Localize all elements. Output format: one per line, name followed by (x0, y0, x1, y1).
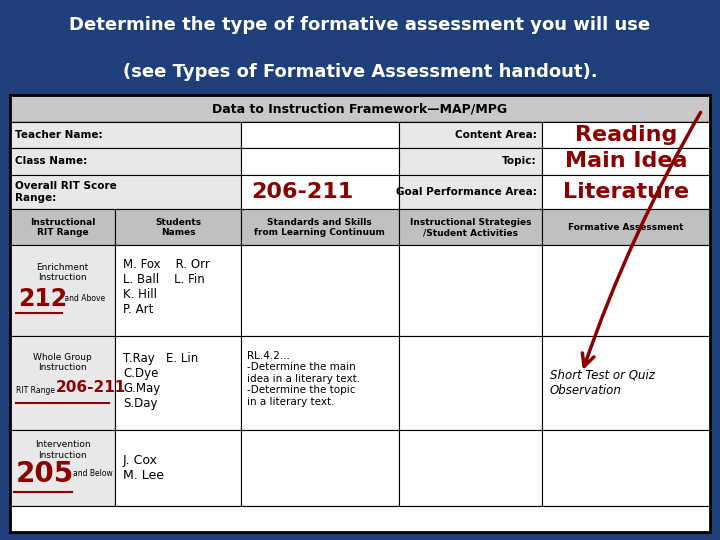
Bar (10, 148, 241, 174)
Bar (398, 148, 542, 174)
Text: Formative Assessment: Formative Assessment (568, 223, 684, 232)
Bar (542, 430, 710, 506)
Text: Content Area:: Content Area: (455, 130, 537, 140)
Bar (10, 95, 710, 532)
Text: J. Cox
M. Lee: J. Cox M. Lee (123, 454, 164, 482)
Bar (542, 174, 710, 210)
Bar (10, 245, 115, 336)
Text: M. Fox    R. Orr
L. Ball    L. Fin
K. Hill
P. Art: M. Fox R. Orr L. Ball L. Fin K. Hill P. … (123, 258, 210, 315)
Bar (241, 430, 398, 506)
Text: Reading: Reading (575, 125, 678, 145)
Bar (398, 245, 542, 336)
Bar (115, 430, 241, 506)
Bar (241, 336, 398, 430)
Text: and Below: and Below (73, 469, 113, 478)
Text: Main Idea: Main Idea (564, 151, 688, 171)
Bar (10, 336, 115, 430)
Bar (115, 245, 241, 336)
Text: Short Test or Quiz
Observation: Short Test or Quiz Observation (550, 369, 655, 397)
Text: Whole Group
Instruction: Whole Group Instruction (33, 353, 92, 373)
Text: 206-211: 206-211 (251, 182, 354, 202)
Text: Students
Names: Students Names (155, 218, 201, 237)
Text: RL.4.2...
-Determine the main
idea in a literary text.
-Determine the topic
in a: RL.4.2... -Determine the main idea in a … (247, 350, 360, 407)
Bar (115, 336, 241, 430)
Text: Intervention
Instruction: Intervention Instruction (35, 440, 90, 460)
Text: Topic:: Topic: (503, 157, 537, 166)
Bar (542, 148, 710, 174)
Bar (10, 122, 241, 148)
Bar (542, 210, 710, 245)
Bar (10, 174, 241, 210)
Bar (398, 336, 542, 430)
Bar (542, 122, 710, 148)
Bar (115, 210, 241, 245)
Bar (241, 210, 398, 245)
Text: Enrichment
Instruction: Enrichment Instruction (37, 263, 89, 282)
Bar (10, 95, 710, 122)
Bar (542, 245, 710, 336)
Bar (241, 174, 398, 210)
Bar (398, 210, 542, 245)
Text: Literature: Literature (563, 182, 689, 202)
Bar (10, 506, 710, 532)
Bar (542, 336, 710, 430)
Bar (241, 245, 398, 336)
Bar (398, 174, 542, 210)
Text: Overall RIT Score
Range:: Overall RIT Score Range: (15, 181, 117, 203)
Text: Standards and Skills
from Learning Continuum: Standards and Skills from Learning Conti… (254, 218, 385, 237)
Text: Data to Instruction Framework—MAP/MPG: Data to Instruction Framework—MAP/MPG (212, 102, 508, 115)
Text: Instructional Strategies
/Student Activities: Instructional Strategies /Student Activi… (410, 218, 531, 237)
Bar (241, 122, 398, 148)
Bar (398, 122, 542, 148)
Bar (241, 148, 398, 174)
Text: 212: 212 (18, 287, 67, 310)
Text: (see Types of Formative Assessment handout).: (see Types of Formative Assessment hando… (122, 63, 598, 81)
Text: 206-211: 206-211 (56, 380, 126, 395)
Text: and Above: and Above (62, 294, 105, 303)
Text: Determine the type of formative assessment you will use: Determine the type of formative assessme… (69, 16, 651, 34)
Bar (398, 430, 542, 506)
Text: Instructional
RIT Range: Instructional RIT Range (30, 218, 95, 237)
Text: Goal Performance Area:: Goal Performance Area: (396, 187, 537, 197)
Bar (10, 430, 115, 506)
Text: Class Name:: Class Name: (15, 157, 87, 166)
Text: RIT Range: RIT Range (16, 386, 58, 395)
Text: Teacher Name:: Teacher Name: (15, 130, 103, 140)
Bar (10, 210, 115, 245)
Text: T.Ray   E. Lin
C.Dye
G.May
S.Day: T.Ray E. Lin C.Dye G.May S.Day (123, 352, 198, 410)
Text: 205: 205 (16, 460, 74, 488)
